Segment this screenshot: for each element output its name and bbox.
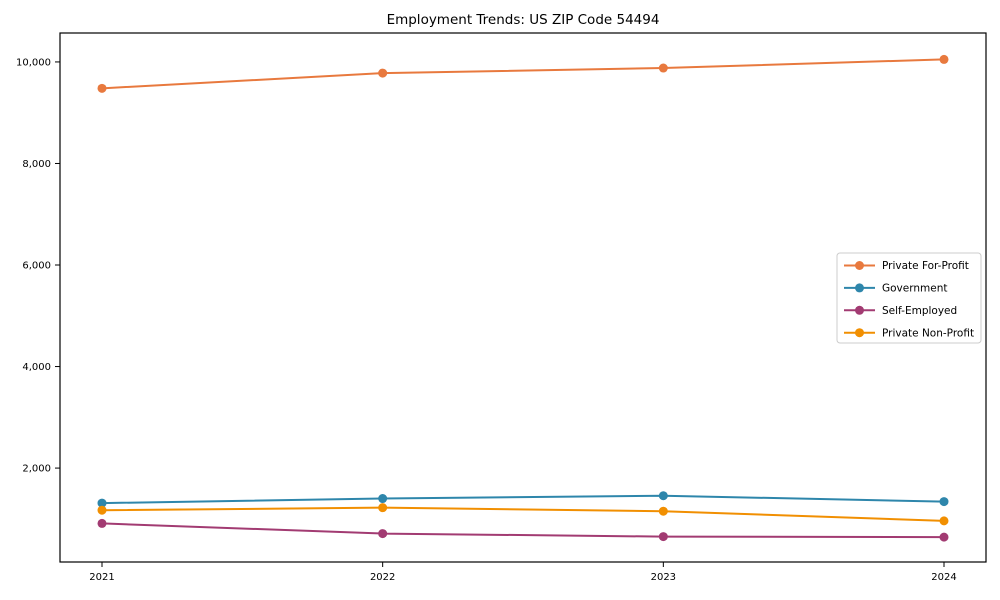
- series-line: [101, 506, 945, 522]
- series-line: [101, 494, 945, 505]
- legend-marker: [855, 305, 864, 315]
- series-self-employed: [97, 518, 949, 542]
- data-point-marker: [939, 516, 949, 526]
- data-point-marker: [97, 518, 107, 528]
- data-point-marker: [658, 63, 668, 73]
- y-tick-label: 6,000: [22, 261, 51, 272]
- data-point-marker: [97, 83, 107, 93]
- legend-label: Self-Employed: [882, 305, 957, 317]
- legend-marker: [855, 283, 864, 293]
- data-point-marker: [658, 532, 668, 542]
- legend-entry: Government: [844, 283, 947, 295]
- legend-label: Government: [882, 283, 947, 295]
- x-axis: 2021 2022 2023 2024: [89, 562, 957, 583]
- legend-label: Private Non-Profit: [882, 327, 974, 339]
- plot-border: [59, 32, 987, 563]
- x-tick-label: 2021: [89, 572, 114, 583]
- x-tick-label: 2023: [651, 572, 676, 583]
- data-point-marker: [378, 503, 388, 513]
- y-tick-label: 2,000: [22, 464, 51, 475]
- data-point-marker: [97, 505, 107, 515]
- x-tick-label: 2024: [931, 572, 956, 583]
- legend-box: [836, 252, 982, 344]
- y-tick-label: 8,000: [22, 159, 51, 170]
- legend-entry: Private For-Profit: [844, 260, 969, 272]
- data-point-marker: [658, 491, 668, 501]
- legend-marker: [855, 261, 864, 270]
- legend-label: Private For-Profit: [882, 260, 969, 272]
- legend-entry: Private Non-Profit: [844, 327, 974, 339]
- legend: Private For-Profit Government Self-Employe…: [836, 252, 982, 344]
- data-point-marker: [378, 68, 388, 78]
- series-line: [101, 522, 945, 539]
- data-point-marker: [939, 54, 949, 64]
- legend-entry: Self-Employed: [844, 305, 957, 317]
- data-point-marker: [939, 532, 949, 542]
- data-point-marker: [939, 497, 949, 507]
- series-government: [97, 491, 949, 508]
- legend-marker: [855, 328, 864, 338]
- data-point-marker: [658, 506, 668, 516]
- series-private-for-profit: [97, 54, 949, 93]
- data-point-marker: [378, 529, 388, 539]
- series-line: [101, 58, 945, 90]
- y-tick-label: 4,000: [22, 362, 51, 373]
- x-tick-label: 2022: [370, 572, 395, 583]
- data-point-marker: [97, 498, 107, 508]
- data-point-marker: [378, 494, 388, 504]
- y-tick-label: 10,000: [16, 57, 51, 68]
- y-axis: 2,000 4,000 6,000 8,000 10,000: [16, 57, 60, 475]
- series-private-non-profit: [97, 503, 949, 526]
- chart-title: Employment Trends: US ZIP Code 54494: [387, 12, 660, 28]
